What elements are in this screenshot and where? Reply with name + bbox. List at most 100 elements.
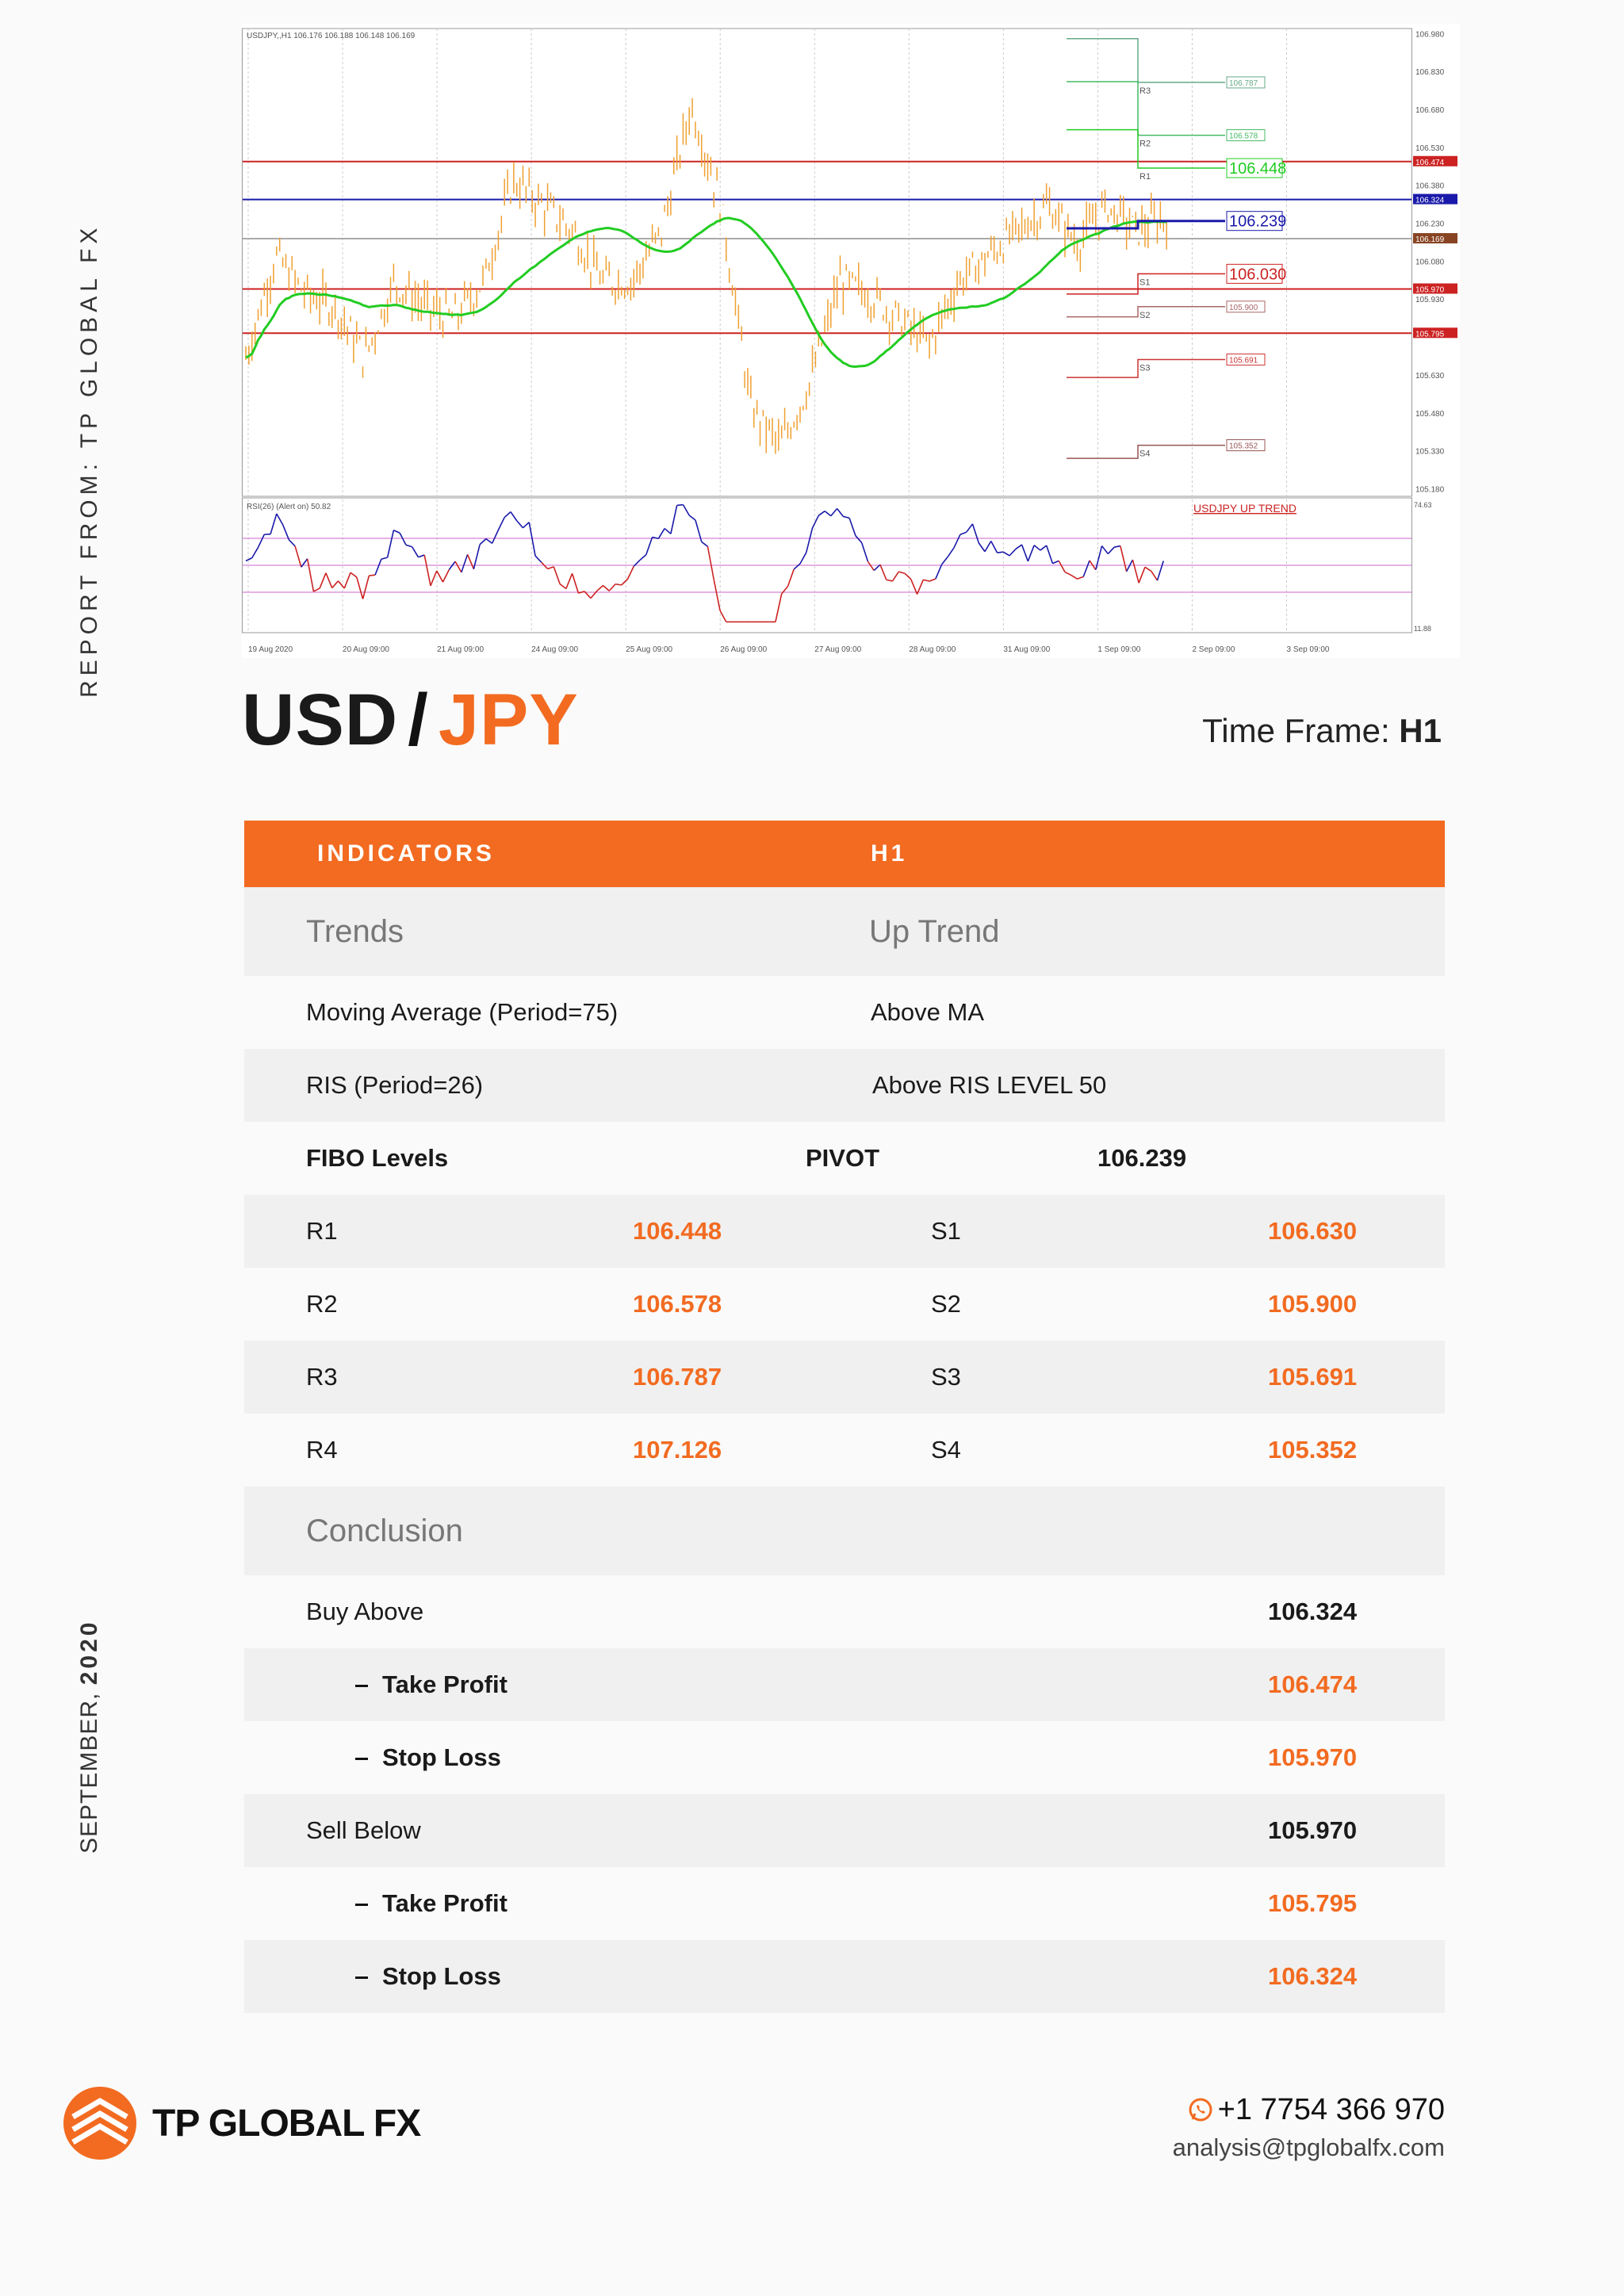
price-tick-label: 106.380 <box>1415 182 1445 191</box>
sell-sl-text: Stop Loss <box>382 1962 501 1990</box>
rsi-segment <box>559 583 567 590</box>
s2-value: 105.900 <box>1268 1290 1358 1318</box>
rsi-segment <box>516 520 524 529</box>
pivot-value-box <box>1226 129 1266 142</box>
sell-row: Sell Below 105.970 <box>244 1794 1445 1867</box>
pivot-step-line <box>1067 358 1225 378</box>
rsi-segment <box>301 558 308 568</box>
rsi-segment <box>454 561 462 573</box>
rsi-segment <box>288 539 296 547</box>
s1-value: 106.630 <box>1268 1217 1358 1245</box>
rsi-segment <box>257 534 266 548</box>
rsi-segment <box>855 535 863 543</box>
rsi-segment <box>910 579 918 595</box>
rsi-segment <box>615 583 622 586</box>
header-timeframe: H1 <box>871 840 908 867</box>
pivot-step-line <box>1067 220 1225 230</box>
buy-tp-label: Take Profit <box>355 1670 508 1699</box>
rsi-segment <box>306 558 315 592</box>
sell-tp-label: Take Profit <box>355 1889 508 1918</box>
rsi-segment <box>294 545 302 568</box>
rsi-segment <box>393 530 400 534</box>
date-tick-label: 31 Aug 09:00 <box>1003 645 1050 654</box>
contact-block: +1 7754 366 970 analysis@tpglobalfx.com <box>1173 2093 1445 2162</box>
s4-label: S4 <box>931 1436 961 1464</box>
rsi-segment <box>356 576 364 599</box>
r2-value: 106.578 <box>633 1290 722 1318</box>
pivot-value-label: 106.448 <box>1229 160 1286 178</box>
rsi-segment <box>805 527 814 553</box>
rsi-segment <box>830 508 838 517</box>
email-link[interactable]: analysis@tpglobalfx.com <box>1172 2133 1445 2161</box>
rsi-segment <box>1125 559 1134 572</box>
header-indicators: INDICATORS <box>317 840 495 867</box>
rsi-segment <box>843 515 850 519</box>
rsi-segment <box>448 561 456 571</box>
fibo-row: FIBO Levels PIVOT 106.239 <box>244 1122 1445 1195</box>
rsi-label: RIS (Period=26) <box>306 1071 484 1099</box>
level-row-4: R4 107.126 S4 105.352 <box>244 1414 1445 1487</box>
rsi-segment <box>695 519 703 542</box>
rsi-header: RSI(26) (Alert on) 50.82 <box>247 503 331 511</box>
phone-line[interactable]: +1 7754 366 970 <box>1173 2093 1445 2127</box>
conclusion-label: Conclusion <box>306 1513 463 1548</box>
rsi-segment <box>848 518 856 536</box>
dash-icon <box>355 1976 368 1980</box>
chart-background <box>242 24 1460 658</box>
rsi-segment <box>781 586 789 595</box>
pivot-label: R1 <box>1139 172 1151 182</box>
price-tick-label: 105.480 <box>1415 410 1445 419</box>
pivot-value-box <box>1226 211 1283 232</box>
rsi-segment <box>534 555 542 563</box>
rsi-segment <box>688 515 696 521</box>
date-tick-label: 26 Aug 09:00 <box>720 645 767 654</box>
pivot-value-box <box>1226 263 1283 284</box>
sell-sl-value: 106.324 <box>1268 1962 1358 1990</box>
rsi-segment <box>423 554 431 587</box>
pivot-label: S4 <box>1139 450 1150 459</box>
rsi-segment <box>504 511 511 519</box>
rsi-segment <box>799 552 807 564</box>
level-row-1: R1 106.448 S1 106.630 <box>244 1195 1445 1268</box>
trends-value: Up Trend <box>869 913 1000 949</box>
pivot-step-line <box>1067 273 1225 295</box>
r1-label: R1 <box>306 1217 338 1245</box>
rsi-segment <box>497 517 505 530</box>
pivot-value-label: 106.030 <box>1229 266 1286 283</box>
date-tick-label: 24 Aug 09:00 <box>531 645 578 654</box>
rsi-segment <box>1064 571 1072 576</box>
ma-value: Above MA <box>871 998 985 1026</box>
level-row-3: R3 106.787 S3 105.691 <box>244 1341 1445 1414</box>
ma-label: Moving Average (Period=75) <box>306 998 619 1026</box>
rsi-segment <box>1045 545 1054 564</box>
rsi-segment <box>959 531 967 535</box>
rsi-segment <box>343 572 351 589</box>
date-tick-label: 3 Sep 09:00 <box>1287 645 1330 654</box>
rsi-segment <box>479 538 487 545</box>
s4-value: 105.352 <box>1268 1436 1358 1464</box>
rsi-segment <box>1089 560 1097 571</box>
rsi-segment <box>1082 560 1090 577</box>
rsi-segment <box>891 571 899 582</box>
pair-quote: JPY <box>438 679 579 760</box>
pivot-value-label: 106.239 <box>1229 213 1286 231</box>
price-tick-label: 106.980 <box>1415 30 1445 39</box>
brand-logo-icon <box>63 2087 136 2160</box>
price-tick-label: 106.474 <box>1415 159 1445 167</box>
rsi-segment <box>657 528 665 539</box>
rsi-segment <box>1009 548 1017 557</box>
level-row-2: R2 106.578 S2 105.900 <box>244 1268 1445 1341</box>
rsi-segment <box>381 557 388 560</box>
rsi-segment <box>510 511 518 522</box>
phone-number: +1 7754 366 970 <box>1217 2093 1445 2126</box>
price-tick-label: 105.930 <box>1415 296 1445 304</box>
rsi-segment <box>1021 544 1029 562</box>
pair-slash: / <box>408 679 429 760</box>
pair-base: USD <box>242 679 399 760</box>
rsi-segment <box>528 522 536 557</box>
pivot-value-label: 106.787 <box>1229 79 1258 88</box>
rsi-segment <box>707 546 715 580</box>
trends-row: Trends Up Trend <box>244 887 1445 976</box>
rsi-segment <box>633 559 641 567</box>
pivot-value-label: 105.352 <box>1229 442 1258 451</box>
